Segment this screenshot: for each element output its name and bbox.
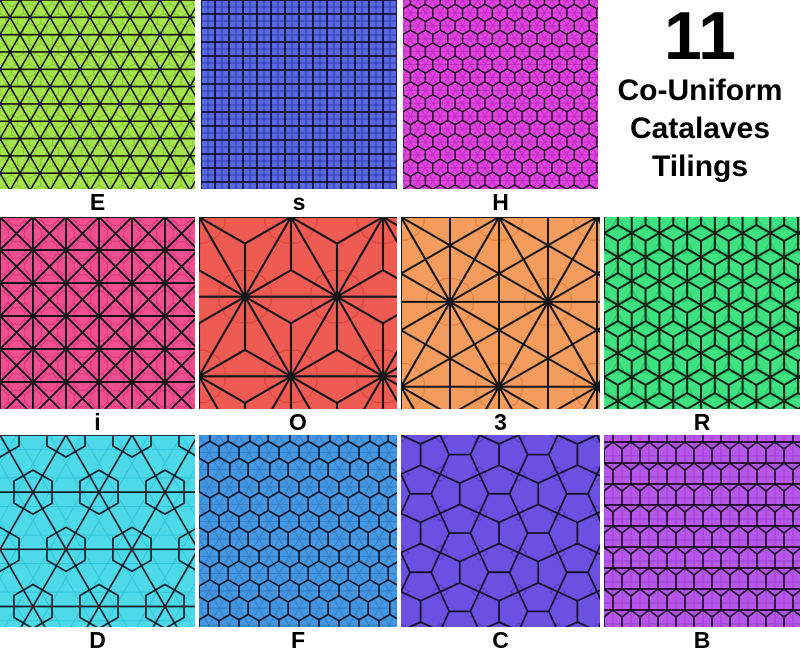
tile-B: B: [604, 435, 800, 653]
tile-label-s: s: [292, 189, 306, 215]
title-line-1: Co-Uniform: [617, 74, 783, 107]
tile-C: C: [401, 435, 600, 653]
tiling-pattern-prismatic: [604, 435, 800, 627]
tile-s: s: [201, 0, 397, 215]
title-line-2: Catalaves: [629, 112, 771, 145]
tile-E: E: [0, 0, 195, 215]
tile-label-R: R: [693, 409, 711, 435]
tile-label-F: F: [290, 627, 306, 653]
tiling-pattern-triakis: [199, 217, 397, 409]
tiling-pattern-triangular: [0, 0, 195, 189]
title-line-3: Tilings: [651, 150, 749, 183]
tile-label-D: D: [89, 627, 106, 653]
tiling-pattern-square: [201, 0, 397, 189]
tile-label-E: E: [89, 189, 106, 215]
tiling-pattern-kisrhombille: [401, 217, 600, 409]
tile-3: 3: [401, 217, 600, 435]
tile-i: i: [0, 217, 195, 435]
tile-label-i: i: [94, 409, 101, 435]
tiling-pattern-hexagonal: [403, 0, 598, 189]
tile-label-O: O: [289, 409, 307, 435]
tile-R: R: [604, 217, 800, 435]
poster-title: 11 Co-Uniform Catalaves Tilings: [600, 0, 800, 217]
tiling-pattern-cairo: [401, 435, 600, 627]
tile-label-H: H: [492, 189, 509, 215]
tiling-pattern-deltoidal: [0, 435, 195, 627]
tile-D: D: [0, 435, 195, 653]
tile-O: O: [199, 217, 397, 435]
tile-H: H: [403, 0, 598, 215]
tile-label-B: B: [693, 627, 711, 653]
title-number: 11: [664, 0, 736, 74]
tile-F: F: [199, 435, 397, 653]
tile-label-3: 3: [494, 409, 507, 435]
tiling-pattern-tetrakis: [0, 217, 195, 409]
tiling-pattern-floret: [199, 435, 397, 627]
tile-label-C: C: [492, 627, 509, 653]
tiling-pattern-rhombille: [604, 217, 800, 409]
